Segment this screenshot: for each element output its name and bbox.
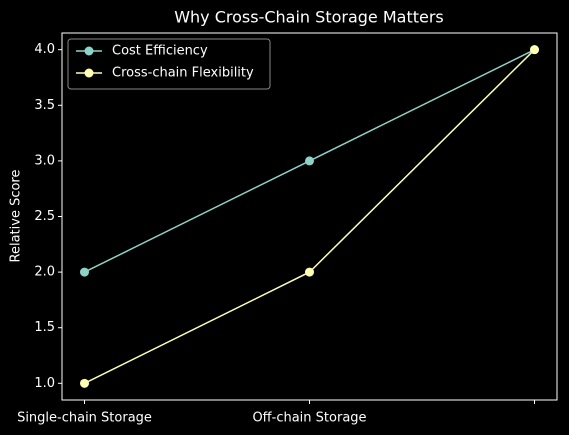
y-tick-label: 3.5 xyxy=(34,98,55,113)
y-tick-label: 2.0 xyxy=(34,265,55,280)
data-point xyxy=(80,378,89,388)
data-point xyxy=(80,267,89,277)
y-tick-label: 1.0 xyxy=(34,376,55,391)
series-line xyxy=(84,49,536,384)
y-tick-label: 4.0 xyxy=(34,42,55,57)
legend-marker xyxy=(84,68,94,78)
data-point xyxy=(305,156,314,166)
legend-label: Cross-chain Flexibility xyxy=(112,66,254,81)
legend-label: Cost Efficiency xyxy=(112,44,208,59)
data-point xyxy=(530,45,539,55)
legend-box xyxy=(67,38,271,90)
legend-marker xyxy=(84,46,94,56)
y-tick-label: 3.0 xyxy=(34,153,55,168)
y-axis-label: Relative Score xyxy=(9,170,24,263)
x-tick-label: Off-chain Storage xyxy=(252,411,366,426)
chart-title: Why Cross-Chain Storage Matters xyxy=(174,8,444,27)
x-tick-label: Single-chain Storage xyxy=(17,411,152,426)
data-point xyxy=(305,267,314,277)
y-tick-label: 1.5 xyxy=(34,320,55,335)
y-tick-label: 2.5 xyxy=(34,209,55,224)
